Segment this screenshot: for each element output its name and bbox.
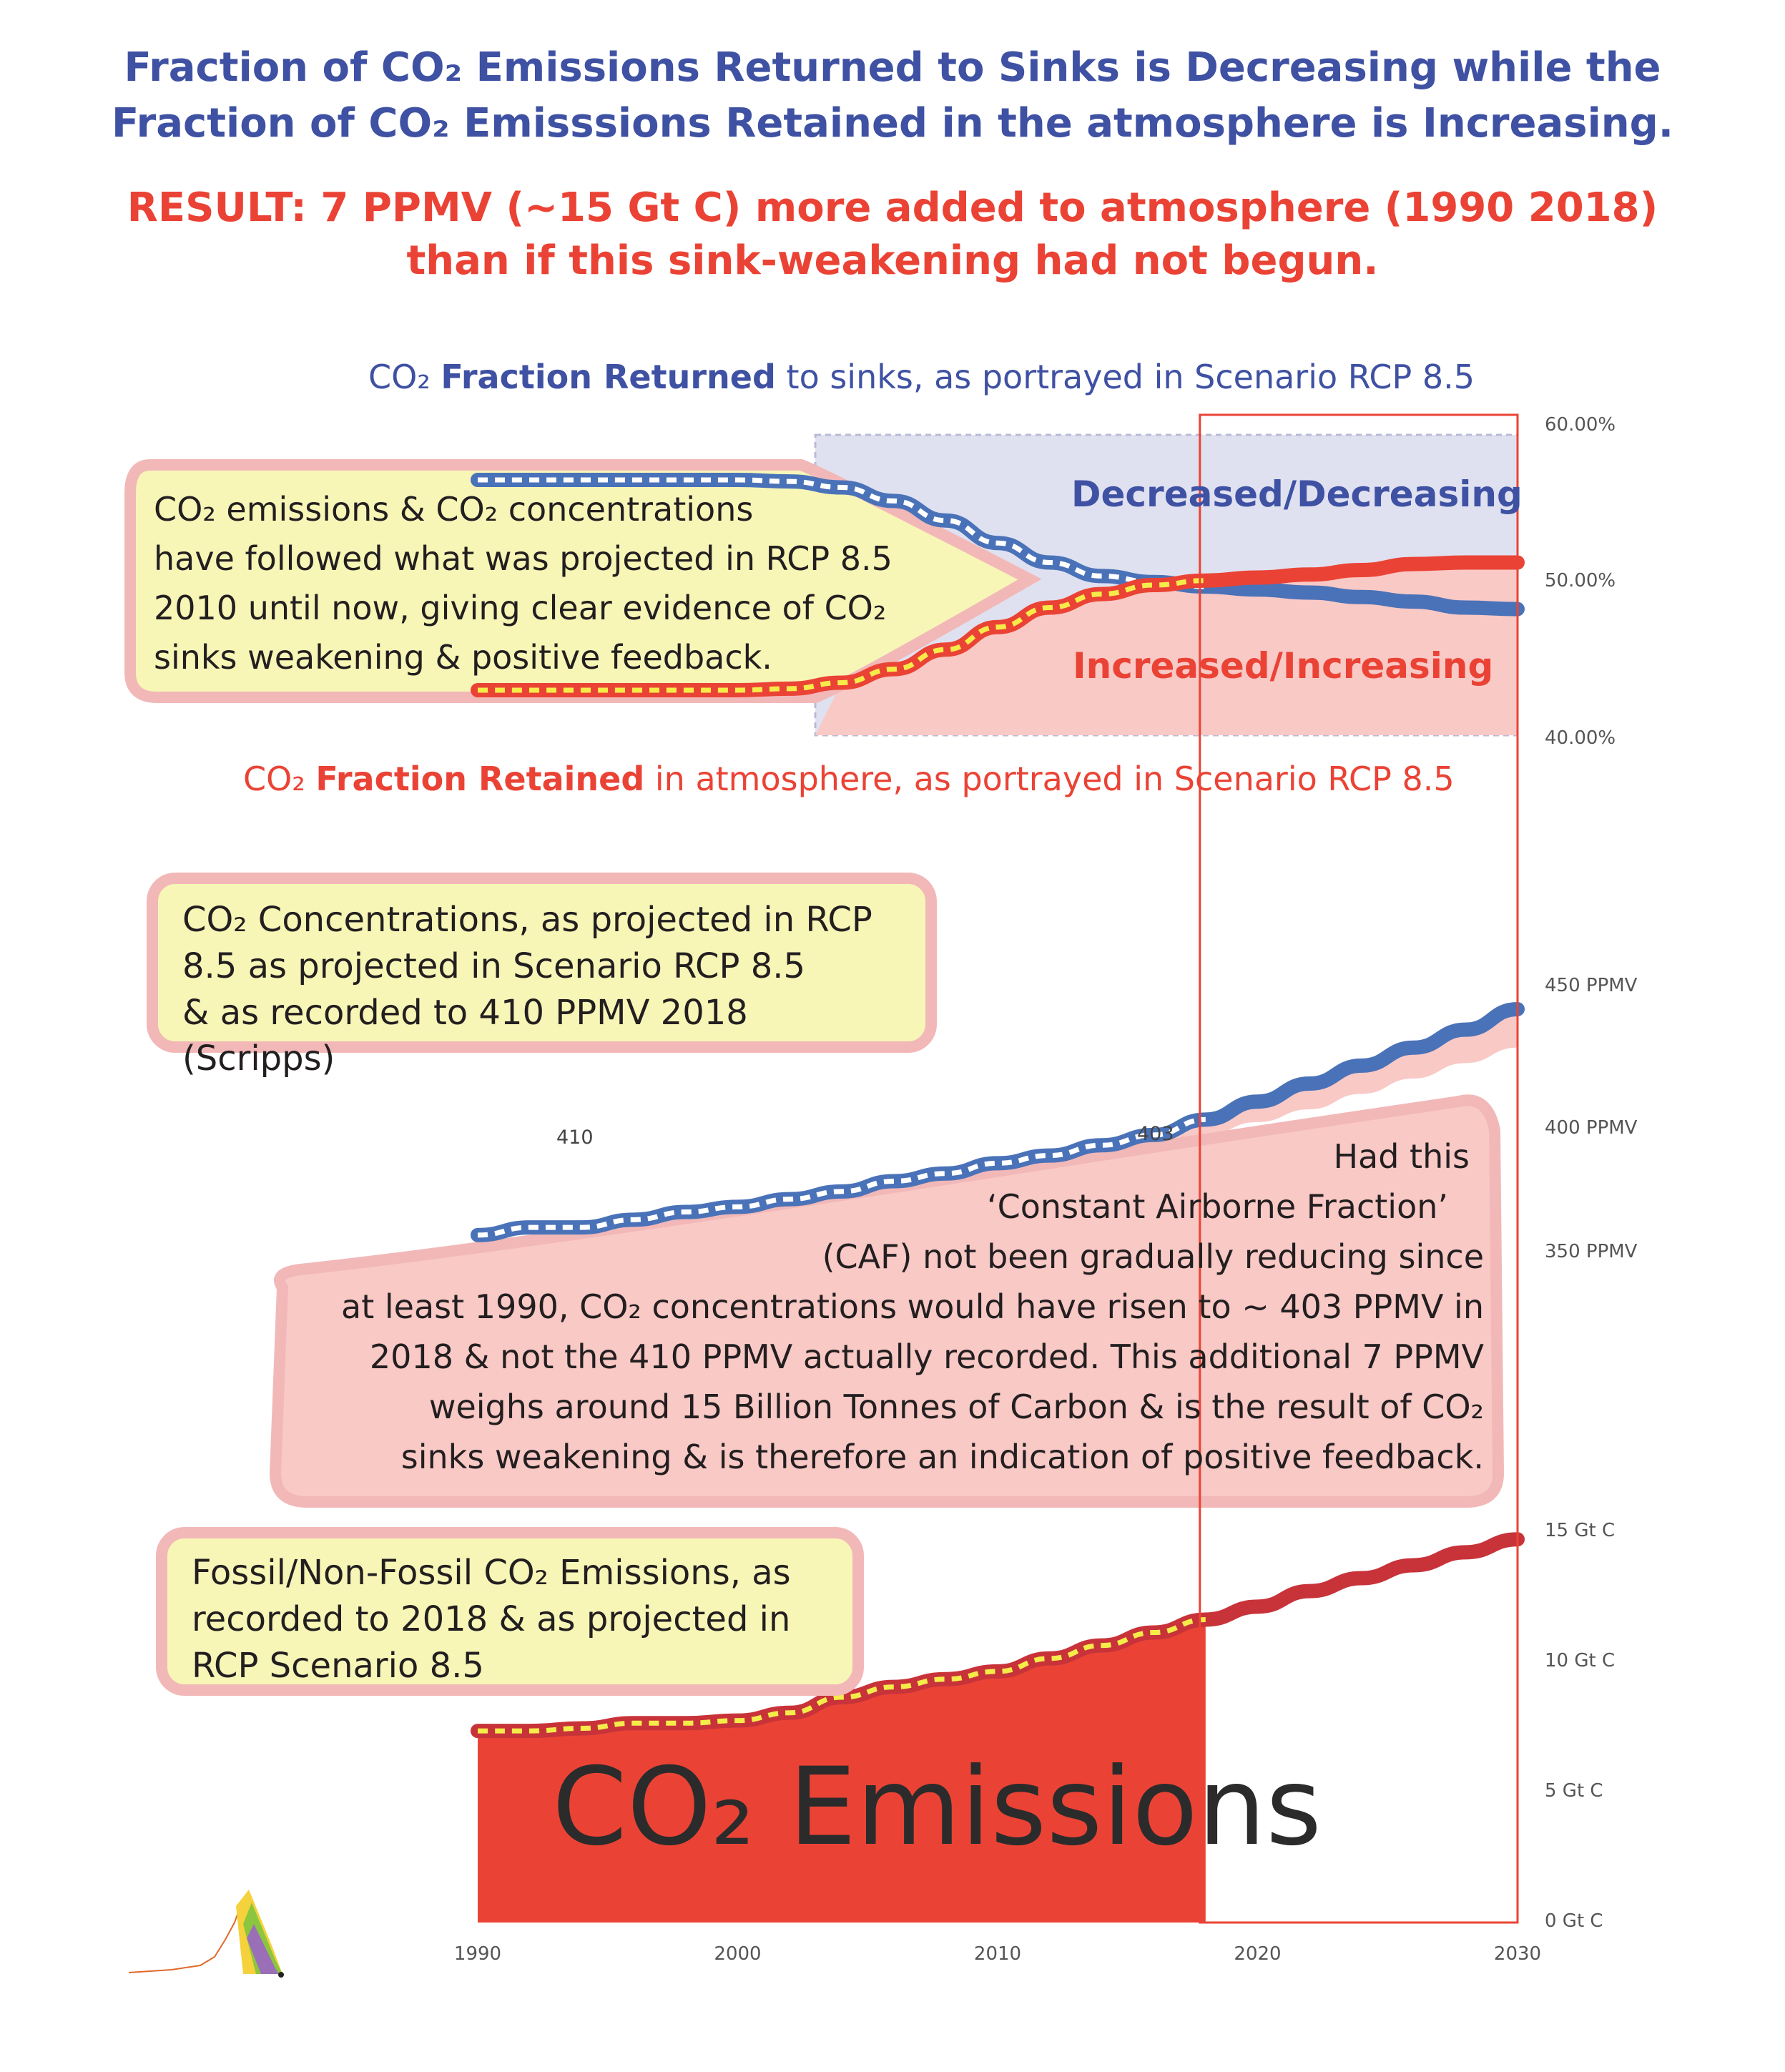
result-line-2: than if this sink-weakening had not begu…	[406, 237, 1379, 284]
decreased-label: Decreased/Decreasing	[1071, 473, 1523, 515]
caf-line: sinks weakening & is therefore an indica…	[400, 1438, 1484, 1476]
fraction-tick-label: 50.00%	[1545, 570, 1616, 591]
x-tick-label: 1990	[454, 1943, 501, 1965]
fraction-callout-line: 2010 until now, giving clear evidence of…	[154, 589, 887, 627]
emissions-big-label: CO₂ Emissions	[552, 1745, 1322, 1870]
emissions-tick-label: 10 Gt C	[1545, 1650, 1615, 1671]
concentration-callout-line: 8.5 as projected in Scenario RCP 8.5	[182, 946, 806, 986]
retained-title: CO₂ Fraction Retained in atmosphere, as …	[243, 760, 1455, 798]
header-line-2: Fraction of CO₂ Emisssions Retained in t…	[111, 100, 1674, 147]
x-tick-label: 2010	[974, 1943, 1021, 1965]
fraction-tick-label: 40.00%	[1545, 727, 1616, 749]
emissions-callout-line: recorded to 2018 & as projected in	[192, 1599, 791, 1639]
caf-line: ‘Constant Airborne Fraction’	[987, 1187, 1448, 1226]
returned-title: CO₂ Fraction Returned to sinks, as portr…	[368, 358, 1475, 396]
concentration-tick-label: 450 PPMV	[1545, 975, 1638, 996]
emissions-callout-line: RCP Scenario 8.5	[192, 1645, 484, 1686]
fraction-callout-line: sinks weakening & positive feedback.	[154, 638, 772, 677]
caf-line: Had this	[1333, 1137, 1470, 1176]
concentration-tick-label: 350 PPMV	[1545, 1241, 1638, 1262]
projection-window	[1199, 413, 1519, 1924]
fraction-callout: CO₂ emissions & CO₂ concentrations have …	[154, 485, 892, 682]
fraction-retained-shading	[815, 562, 1518, 735]
label-410: 410	[556, 1126, 594, 1149]
x-tick-label: 2030	[1494, 1943, 1541, 1965]
emissions-tick-label: 0 Gt C	[1545, 1910, 1603, 1932]
caf-line: at least 1990, CO₂ concentrations would …	[341, 1287, 1484, 1326]
concentration-callout: CO₂ Concentrations, as projected in RCP …	[147, 873, 937, 1079]
emissions-tick-label: 15 Gt C	[1545, 1520, 1615, 1541]
x-tick-label: 2020	[1234, 1943, 1281, 1965]
fraction-returned-recorded-dashes	[478, 477, 1206, 589]
caf-line: 2018 & not the 410 PPMV actually recorde…	[369, 1337, 1484, 1376]
emissions-callout: Fossil/Non-Fossil CO₂ Emissions, as reco…	[156, 1527, 864, 1696]
emissions-tick-label: 5 Gt C	[1545, 1780, 1603, 1802]
caf-line: weighs around 15 Billion Tonnes of Carbo…	[428, 1388, 1484, 1426]
x-tick-label: 2000	[714, 1943, 761, 1965]
increased-label: Increased/Increasing	[1073, 645, 1494, 687]
caf-callout: Had this ‘Constant Airborne Fraction’ (C…	[286, 1131, 1484, 1482]
concentration-tick-label: 400 PPMV	[1545, 1117, 1638, 1139]
fraction-retained-recorded-dashes	[478, 578, 1206, 693]
fraction-callout-line: CO₂ emissions & CO₂ concentrations	[154, 490, 754, 529]
caf-callout-shape	[269, 1094, 1505, 1508]
label-403: 403	[1137, 1123, 1174, 1145]
caf-line: (CAF) not been gradually reducing since	[822, 1237, 1484, 1276]
logo-icon	[129, 1890, 284, 1978]
header-line-1: Fraction of CO₂ Emissions Returned to Si…	[124, 44, 1661, 91]
concentration-recorded-dashes	[477, 1116, 1206, 1238]
concentration-callout-line: & as recorded to 410 PPMV 2018 (Scripps)	[182, 992, 748, 1079]
result-line-1: RESULT: 7 PPMV (~15 Gt C) more added to …	[127, 185, 1658, 231]
concentration-callout-line: CO₂ Concentrations, as projected in RCP	[182, 900, 872, 940]
emissions-callout-line: Fossil/Non-Fossil CO₂ Emissions, as	[192, 1553, 791, 1593]
emissions-recorded-dashes	[478, 1616, 1206, 1734]
fraction-tick-label: 60.00%	[1545, 414, 1616, 436]
emissions-area	[478, 1619, 1206, 1923]
fraction-callout-line: have followed what was projected in RCP …	[154, 539, 892, 578]
